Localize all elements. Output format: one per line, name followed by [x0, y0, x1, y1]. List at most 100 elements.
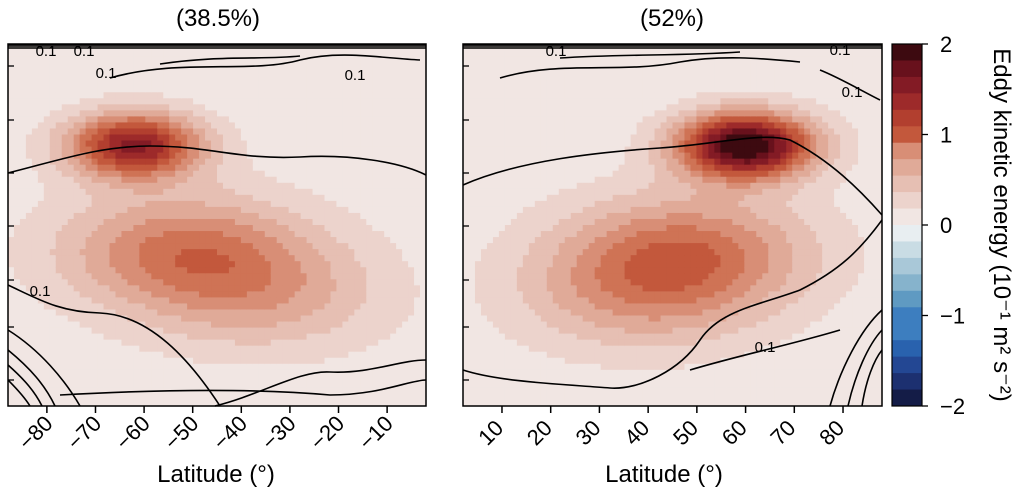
field-cell [43, 152, 51, 160]
field-cell [234, 212, 242, 220]
field-cell [222, 249, 230, 256]
field-cell [246, 98, 254, 105]
field-cell [228, 399, 236, 407]
field-cell [522, 194, 530, 202]
field-cell [31, 158, 39, 166]
field-cell [133, 188, 140, 196]
field-cell [13, 188, 21, 196]
field-cell [79, 291, 87, 298]
field-cell [222, 267, 230, 274]
field-cell [342, 158, 349, 166]
field-cell [199, 188, 206, 196]
field-cell [228, 74, 236, 81]
field-cell [492, 176, 500, 184]
field-cell [366, 194, 373, 202]
field-cell [342, 218, 349, 226]
field-cell [288, 333, 296, 341]
field-cell [516, 164, 524, 172]
field-cell [330, 134, 338, 142]
field-cell [222, 56, 230, 63]
field-cell [336, 261, 343, 268]
field-cell [528, 249, 536, 256]
field-cell [43, 327, 51, 335]
field-cell [498, 206, 506, 214]
field-cell [294, 357, 302, 365]
field-cell [115, 327, 123, 335]
field-cell [181, 237, 188, 244]
field-cell [187, 86, 194, 93]
field-cell [121, 369, 129, 377]
field-cell [354, 92, 361, 99]
field-cell [360, 170, 367, 178]
field-cell [486, 194, 494, 202]
field-cell [492, 237, 500, 244]
field-cell [217, 122, 224, 130]
field-cell [384, 291, 391, 298]
field-cell [360, 176, 367, 184]
field-cell [61, 188, 69, 196]
field-cell [222, 116, 230, 124]
field-cell [55, 309, 63, 317]
field-cell [109, 188, 117, 196]
field-cell [240, 375, 248, 383]
field-cell [193, 206, 200, 214]
field-cell [115, 375, 123, 383]
field-cell [384, 164, 391, 172]
field-cell [312, 188, 320, 196]
field-cell [37, 291, 45, 298]
field-cell [384, 80, 391, 87]
field-cell [463, 128, 470, 136]
field-cell [79, 92, 87, 99]
field-cell [396, 140, 403, 148]
field-cell [474, 249, 482, 256]
field-cell [330, 140, 338, 148]
field-cell [420, 243, 427, 250]
field-cell [372, 285, 379, 292]
field-cell [414, 86, 421, 93]
field-cell [151, 327, 158, 335]
field-cell [270, 345, 278, 353]
field-cell [486, 345, 494, 353]
field-cell [258, 339, 266, 347]
field-cell [49, 212, 57, 220]
field-cell [504, 110, 512, 117]
field-cell [396, 333, 403, 341]
field-cell [354, 182, 361, 190]
field-cell [486, 255, 494, 262]
field-cell [336, 267, 343, 274]
field-cell [420, 86, 427, 93]
field-cell [67, 92, 75, 99]
field-cell [288, 381, 296, 389]
field-cell [217, 255, 224, 262]
field-cell [414, 200, 421, 208]
field-cell [109, 212, 117, 220]
field-cell [510, 255, 518, 262]
field-cell [49, 200, 57, 208]
field-cell [43, 249, 51, 256]
field-cell [396, 104, 403, 111]
field-cell [67, 303, 75, 311]
field-cell [468, 116, 476, 124]
field-cell [240, 399, 248, 407]
field-cell [25, 200, 33, 208]
field-cell [157, 80, 164, 87]
field-cell [246, 321, 254, 329]
field-cell [312, 200, 320, 208]
field-cell [510, 170, 518, 178]
field-cell [67, 309, 75, 317]
field-cell [163, 188, 170, 196]
field-cell [414, 188, 421, 196]
field-cell [85, 321, 93, 329]
field-cell [360, 164, 367, 172]
field-cell [522, 92, 530, 99]
field-cell [414, 261, 421, 268]
field-cell [115, 104, 123, 111]
field-cell [312, 164, 320, 172]
field-cell [181, 243, 188, 250]
field-cell [19, 140, 27, 148]
field-cell [121, 86, 129, 93]
field-cell [103, 333, 111, 341]
field-cell [366, 104, 373, 111]
field-cell [492, 110, 500, 117]
field-cell [73, 393, 81, 401]
